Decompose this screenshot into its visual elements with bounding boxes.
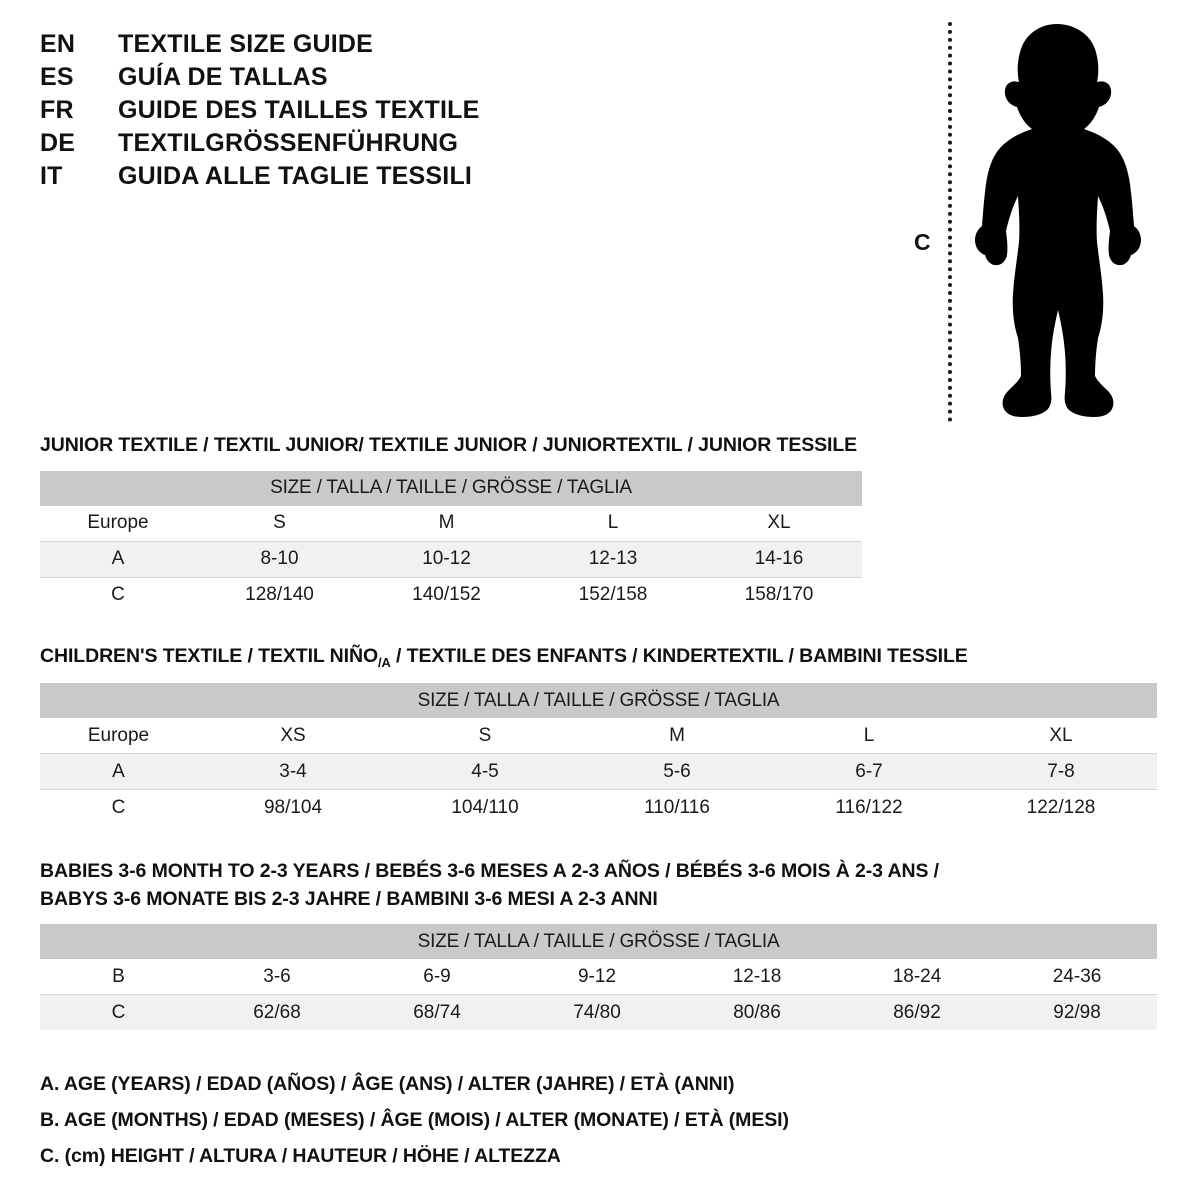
section-junior: JUNIOR TEXTILE / TEXTIL JUNIOR/ TEXTILE … [40, 432, 862, 613]
language-title: GUIDA ALLE TAGLIE TESSILI [118, 162, 473, 190]
cell: XS [280, 724, 306, 746]
cell: 6-7 [773, 753, 965, 790]
children-title-pre: CHILDREN'S TEXTILE / TEXTIL NIÑO [40, 645, 379, 667]
cell: 110/116 [581, 789, 773, 826]
cell: 12-13 [530, 540, 696, 578]
row-label: C [40, 994, 197, 1031]
cell: 122/128 [965, 789, 1158, 826]
row-label: C [40, 789, 197, 826]
height-dashed-line [948, 22, 952, 422]
row-label: C [40, 576, 196, 613]
cell: 86/92 [837, 994, 997, 1031]
table-row: C 62/68 68/74 74/80 80/86 86/92 92/98 [40, 994, 1158, 1031]
cell: 68/74 [357, 994, 517, 1031]
cell: 158/170 [696, 576, 862, 613]
child-silhouette-icon [975, 24, 1141, 417]
babies-size-table: SIZE / TALLA / TAILLE / GRÖSSE / TAGLIA … [40, 924, 1158, 1031]
table-row: A 8-10 10-12 12-13 14-16 [40, 540, 862, 578]
babies-band-label: SIZE / TALLA / TAILLE / GRÖSSE / TAGLIA [40, 924, 1158, 960]
language-title: GUÍA DE TALLAS [118, 63, 328, 91]
children-title-sub: /A [378, 654, 391, 670]
cell: 3-4 [197, 753, 389, 790]
cell: 10-12 [363, 540, 530, 578]
section-title-babies-line2: BABYS 3-6 MONATE BIS 2-3 JAHRE / BAMBINI… [40, 887, 658, 910]
row-label: A [40, 540, 196, 578]
cell: 12-18 [732, 965, 782, 987]
language-row-it: IT GUIDA ALLE TAGLIE TESSILI [40, 162, 600, 195]
section-title-junior: JUNIOR TEXTILE / TEXTIL JUNIOR/ TEXTILE … [40, 434, 858, 456]
cell: 152/158 [530, 576, 696, 613]
measurement-legend: A. AGE (YEARS) / EDAD (AÑOS) / ÂGE (ANS)… [40, 1066, 789, 1174]
language-code: DE [40, 129, 76, 157]
language-code: IT [40, 162, 63, 190]
table-row: A 3-4 4-5 5-6 6-7 7-8 [40, 753, 1158, 790]
children-band-label: SIZE / TALLA / TAILLE / GRÖSSE / TAGLIA [40, 683, 1158, 719]
children-size-table: SIZE / TALLA / TAILLE / GRÖSSE / TAGLIA … [40, 683, 1158, 826]
junior-band-label: SIZE / TALLA / TAILLE / GRÖSSE / TAGLIA [40, 470, 862, 506]
cell: L [863, 724, 875, 746]
table-row: C 128/140 140/152 152/158 158/170 [40, 576, 862, 613]
cell: XL [1049, 724, 1073, 746]
cell: 92/98 [997, 994, 1158, 1031]
section-children: CHILDREN'S TEXTILE / TEXTIL NIÑO/A / TEX… [40, 643, 1158, 826]
cell: 80/86 [677, 994, 837, 1031]
legend-line-c: C. (cm) HEIGHT / ALTURA / HAUTEUR / HÖHE… [40, 1145, 561, 1168]
junior-size-table: SIZE / TALLA / TAILLE / GRÖSSE / TAGLIA … [40, 470, 862, 613]
cell: 74/80 [517, 994, 677, 1031]
cell: 104/110 [389, 789, 581, 826]
row-label: B [112, 965, 125, 987]
cell: 128/140 [196, 576, 363, 613]
cell: XL [767, 512, 791, 534]
cell: 3-6 [263, 965, 291, 987]
cell: 14-16 [696, 540, 862, 578]
table-row: C 98/104 104/110 110/116 116/122 122/128 [40, 789, 1158, 826]
cell: 7-8 [965, 753, 1158, 790]
cell: 6-9 [423, 965, 451, 987]
row-label: Europe [87, 724, 150, 746]
table-band-row: SIZE / TALLA / TAILLE / GRÖSSE / TAGLIA [40, 683, 1158, 719]
legend-line-b: B. AGE (MONTHS) / EDAD (MESES) / ÂGE (MO… [40, 1109, 789, 1132]
cell: 62/68 [197, 994, 357, 1031]
language-header: EN TEXTILE SIZE GUIDE ES GUÍA DE TALLAS … [40, 30, 600, 195]
cell: 24-36 [1052, 965, 1102, 987]
cell: M [438, 512, 455, 534]
children-title-post: / TEXTILE DES ENFANTS / KINDERTEXTIL / B… [390, 645, 968, 667]
cell: 5-6 [581, 753, 773, 790]
cell: 140/152 [363, 576, 530, 613]
language-title: GUIDE DES TAILLES TEXTILE [118, 96, 480, 124]
language-code: FR [40, 96, 74, 124]
cell: 8-10 [196, 540, 363, 578]
cell: 4-5 [389, 753, 581, 790]
cell: S [273, 512, 286, 534]
cell: 9-12 [577, 965, 617, 987]
cell: 98/104 [197, 789, 389, 826]
language-row-de: DE TEXTILGRÖSSENFÜHRUNG [40, 129, 600, 162]
language-title: TEXTILGRÖSSENFÜHRUNG [118, 129, 459, 157]
table-band-row: SIZE / TALLA / TAILLE / GRÖSSE / TAGLIA [40, 924, 1158, 960]
section-title-children: CHILDREN'S TEXTILE / TEXTIL NIÑO/A / TEX… [40, 643, 1157, 672]
height-label-c: C [914, 229, 931, 255]
cell: M [669, 724, 685, 746]
section-title-babies-line1: BABIES 3-6 MONTH TO 2-3 YEARS / BEBÉS 3-… [40, 860, 939, 882]
row-label: Europe [87, 512, 149, 534]
language-row-en: EN TEXTILE SIZE GUIDE [40, 30, 600, 63]
row-label: A [40, 753, 197, 790]
section-babies: BABIES 3-6 MONTH TO 2-3 YEARS / BEBÉS 3-… [40, 858, 1158, 1031]
language-code: EN [40, 30, 76, 58]
cell: L [607, 512, 619, 534]
table-row: Europe XS S M L XL [40, 718, 1157, 754]
height-measurement-figure: C [900, 14, 1150, 424]
table-band-row: SIZE / TALLA / TAILLE / GRÖSSE / TAGLIA [40, 470, 862, 506]
table-row: B 3-6 6-9 9-12 12-18 18-24 24-36 [40, 959, 1157, 995]
language-row-es: ES GUÍA DE TALLAS [40, 63, 600, 96]
language-row-fr: FR GUIDE DES TAILLES TEXTILE [40, 96, 600, 129]
cell: 18-24 [892, 965, 942, 987]
language-code: ES [40, 63, 74, 91]
cell: 116/122 [773, 789, 965, 826]
table-row: Europe S M L XL [40, 506, 862, 542]
legend-line-a: A. AGE (YEARS) / EDAD (AÑOS) / ÂGE (ANS)… [40, 1073, 735, 1095]
language-title: TEXTILE SIZE GUIDE [118, 30, 374, 58]
cell: S [478, 724, 492, 746]
